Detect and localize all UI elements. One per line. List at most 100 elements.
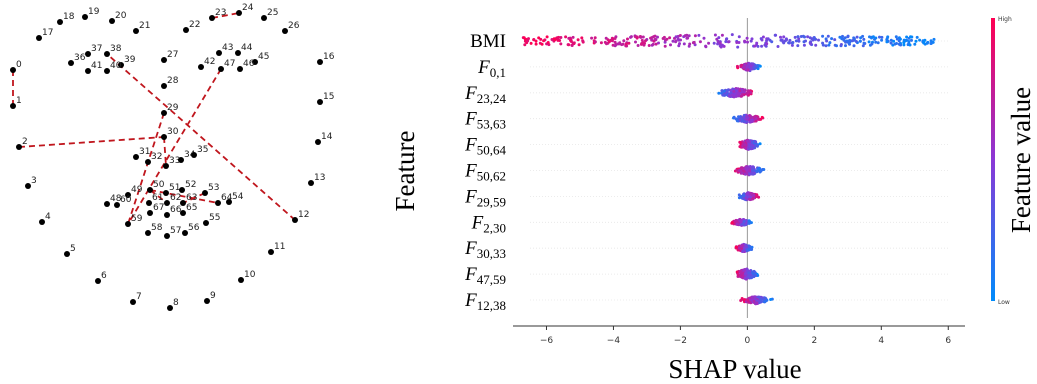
shap-point <box>909 35 912 39</box>
shap-point <box>626 37 629 41</box>
shap-point <box>902 43 906 47</box>
shap-point <box>902 41 906 45</box>
landmark-28 <box>161 83 167 89</box>
shap-point <box>745 172 749 175</box>
shap-point <box>692 40 696 44</box>
shap-point <box>537 36 541 40</box>
shap-point <box>693 34 697 38</box>
shap-point <box>830 37 834 41</box>
shap-point <box>569 38 573 42</box>
landmark-7 <box>130 299 136 305</box>
shap-point <box>854 40 858 43</box>
shap-point <box>688 42 692 46</box>
shap-point <box>796 44 800 48</box>
landmark-label-0: 0 <box>16 60 22 70</box>
shap-point <box>748 147 752 151</box>
shap-point <box>827 43 831 47</box>
shap-point <box>914 39 918 43</box>
shap-point <box>739 195 743 199</box>
shap-point <box>871 35 875 39</box>
shap-point <box>850 39 854 43</box>
landmark-34 <box>178 157 184 163</box>
landmark-label-44: 44 <box>241 43 253 53</box>
shap-point <box>671 39 675 43</box>
shap-point <box>740 244 744 248</box>
shap-point <box>746 298 750 302</box>
landmark-48 <box>104 201 110 207</box>
landmark-19 <box>82 14 88 20</box>
landmark-label-31: 31 <box>139 147 150 157</box>
shap-point <box>841 34 844 38</box>
shap-point <box>793 35 797 39</box>
landmark-label-57: 57 <box>170 226 181 236</box>
shap-point <box>809 42 813 46</box>
shap-point <box>923 42 927 46</box>
landmark-label-30: 30 <box>167 127 179 137</box>
shap-point <box>876 41 880 45</box>
landmark-11 <box>268 249 274 255</box>
feature-label-base: F <box>464 238 477 259</box>
shap-point <box>750 245 754 249</box>
landmark-label-65: 65 <box>186 203 197 213</box>
shap-point <box>546 41 550 44</box>
shap-point <box>742 113 746 117</box>
shap-point <box>862 41 866 45</box>
landmark-15 <box>317 99 323 105</box>
landmark-12 <box>292 217 298 223</box>
shap-point <box>746 139 750 143</box>
landmark-label-47: 47 <box>224 59 235 69</box>
shap-point <box>902 38 906 42</box>
shap-point <box>841 37 845 41</box>
shap-point <box>730 33 734 37</box>
shap-point <box>743 143 747 147</box>
shap-point <box>581 40 585 44</box>
shap-point <box>534 42 538 46</box>
shap-point <box>725 37 729 41</box>
shap-point <box>682 42 686 46</box>
shap-point <box>717 91 721 95</box>
shap-point <box>663 44 667 48</box>
shap-point <box>861 44 865 48</box>
shap-point <box>751 62 755 66</box>
shap-point <box>745 245 748 249</box>
connection-50-62 <box>149 189 168 204</box>
shap-point <box>870 42 874 46</box>
shap-point <box>796 35 800 39</box>
feature-label-subscript: 50,62 <box>477 169 506 184</box>
shap-point <box>812 36 816 39</box>
shap-point <box>779 38 783 42</box>
shap-point <box>746 68 750 72</box>
shap-point <box>642 43 646 47</box>
landmark-label-9: 9 <box>210 291 216 301</box>
shap-point <box>769 298 773 301</box>
shap-point <box>736 273 740 277</box>
landmark-label-46: 46 <box>243 59 255 69</box>
landmark-label-3: 3 <box>31 176 37 186</box>
landmark-label-8: 8 <box>173 298 179 308</box>
feature-label-base: F <box>464 83 477 104</box>
shap-point <box>754 140 758 144</box>
shap-point <box>738 270 742 274</box>
feature-label-base: F <box>464 135 477 156</box>
shap-point <box>735 94 739 98</box>
shap-point <box>915 35 919 39</box>
landmark-label-21: 21 <box>139 21 150 31</box>
shap-point <box>748 63 752 67</box>
feature-label: F0,1 <box>477 57 506 80</box>
shap-point <box>753 295 757 299</box>
feature-label-base: F <box>464 109 477 130</box>
landmark-56 <box>182 230 188 236</box>
landmark-23 <box>209 15 215 21</box>
shap-point <box>736 45 740 49</box>
shap-point <box>833 38 837 42</box>
shap-point <box>817 38 820 42</box>
shap-point <box>590 36 594 40</box>
shap-point <box>932 37 936 41</box>
landmark-16 <box>317 59 323 65</box>
landmark-31 <box>133 154 139 160</box>
landmark-label-43: 43 <box>222 43 233 53</box>
shap-point <box>620 43 624 47</box>
shap-point <box>639 42 643 46</box>
shap-point <box>732 115 736 119</box>
